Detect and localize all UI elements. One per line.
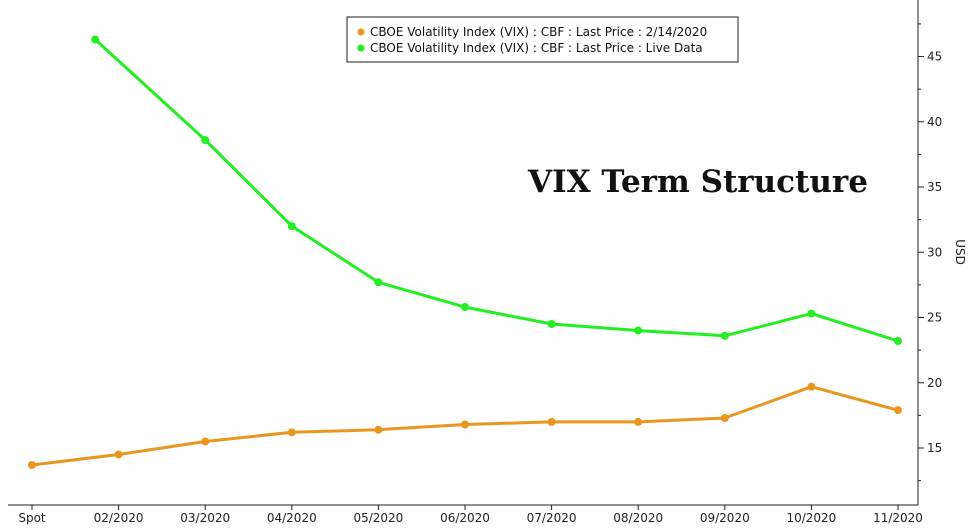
legend: CBOE Volatility Index (VIX) : CBF : Last…	[346, 16, 739, 63]
data-point-0	[28, 460, 36, 469]
x-tick-label: 05/2020	[353, 511, 403, 525]
data-point-1	[720, 331, 729, 340]
data-point-0	[634, 417, 643, 426]
x-tick-label: 11/2020	[873, 511, 923, 525]
y-tick-label: 30	[927, 245, 942, 259]
legend-marker-green	[357, 44, 365, 52]
y-tick-label: 15	[927, 441, 942, 455]
data-point-1	[201, 136, 210, 145]
series-line-1	[94, 38, 899, 343]
x-tick-label: 07/2020	[527, 511, 577, 525]
data-point-1	[547, 320, 556, 329]
y-tick-label: 35	[927, 180, 942, 194]
y-tick-label: 40	[927, 115, 942, 129]
legend-entry-historical: CBOE Volatility Index (VIX) : CBF : Last…	[370, 25, 707, 39]
x-tick-label: 03/2020	[180, 511, 230, 525]
legend-marker-orange	[357, 28, 365, 36]
data-point-0	[374, 425, 383, 434]
data-point-0	[461, 420, 469, 429]
y-axis-title: USD	[953, 239, 967, 265]
data-point-0	[894, 406, 902, 415]
y-tick-label: 45	[927, 50, 942, 64]
x-tick-label: 04/2020	[267, 511, 317, 525]
data-point-0	[547, 417, 556, 426]
data-point-1	[374, 278, 383, 287]
chart-title: VIX Term Structure	[527, 164, 868, 200]
data-point-0	[201, 437, 210, 446]
data-point-1	[894, 336, 902, 345]
data-point-0	[807, 382, 816, 391]
data-point-1	[634, 326, 643, 335]
x-tick-label: 02/2020	[94, 511, 144, 525]
data-point-0	[287, 428, 296, 437]
x-tick-label: 08/2020	[613, 511, 663, 525]
series-layer	[28, 35, 902, 469]
data-point-0	[720, 413, 729, 422]
y-tick-label: 20	[927, 376, 942, 390]
data-point-1	[807, 309, 816, 318]
data-point-1	[461, 303, 469, 312]
data-point-1	[287, 222, 296, 231]
x-tick-label: Spot	[18, 511, 46, 525]
data-point-1	[91, 35, 100, 44]
data-point-0	[114, 450, 123, 459]
x-tick-label: 06/2020	[440, 511, 490, 525]
x-tick-label: 09/2020	[700, 511, 750, 525]
axes: Spot 02/2020 03/2020 04/2020 05/2020 06/2020 0…	[8, 0, 967, 525]
legend-box	[346, 16, 739, 63]
legend-entry-live: CBOE Volatility Index (VIX) : CBF : Last…	[370, 41, 703, 55]
y-tick-label: 25	[927, 311, 942, 325]
x-tick-label: 10/2020	[786, 511, 836, 525]
